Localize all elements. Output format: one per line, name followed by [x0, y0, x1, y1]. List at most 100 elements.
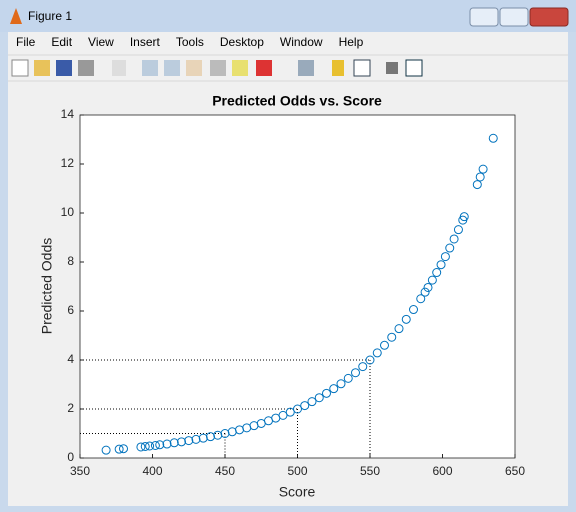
tool-pan[interactable] — [186, 60, 202, 76]
menu-item[interactable]: File — [16, 35, 36, 49]
scatter-point — [365, 355, 375, 365]
scatter-point — [440, 252, 450, 262]
chart-title: Predicted Odds vs. Score — [212, 93, 382, 109]
y-tick-label: 2 — [67, 401, 74, 415]
scatter-point — [478, 164, 488, 174]
tool-open[interactable] — [34, 60, 50, 76]
scatter-point — [475, 172, 485, 182]
scatter-point — [114, 444, 124, 454]
scatter-point — [436, 260, 446, 270]
y-tick-label: 4 — [67, 352, 74, 366]
toolbar — [11, 59, 423, 77]
scatter-point — [401, 314, 411, 324]
y-tick-label: 14 — [61, 107, 75, 121]
tool-rotate[interactable] — [210, 60, 226, 76]
scatter-point — [322, 388, 331, 398]
scatter-point — [101, 445, 111, 455]
x-tick-label: 500 — [287, 464, 307, 478]
tool-brush[interactable] — [256, 60, 272, 76]
x-tick-label: 650 — [505, 464, 525, 478]
y-tick-label: 6 — [67, 303, 74, 317]
tool-zoom-out[interactable] — [164, 60, 180, 76]
x-axis-label: Score — [279, 484, 316, 500]
x-tick-label: 400 — [142, 464, 162, 478]
x-tick-label: 550 — [360, 464, 380, 478]
scatter-point — [119, 444, 128, 454]
scatter-point — [488, 133, 498, 143]
maximize-button[interactable] — [499, 7, 529, 27]
y-axis-label: Predicted Odds — [39, 238, 55, 335]
scatter-point — [285, 407, 295, 417]
scatter-point — [416, 294, 426, 304]
tool-new[interactable] — [11, 59, 29, 77]
scatter-point — [184, 436, 194, 446]
y-tick-label: 12 — [61, 156, 75, 170]
scatter-point — [420, 287, 430, 297]
tool-legend[interactable] — [353, 59, 371, 77]
scatter-point — [372, 348, 382, 358]
menu-item[interactable]: View — [88, 35, 114, 49]
menu-item[interactable]: Help — [339, 35, 364, 49]
menu-item[interactable]: Edit — [51, 35, 72, 49]
scatter-point — [358, 362, 368, 372]
tool-datacursor[interactable] — [232, 60, 248, 76]
tool-link[interactable] — [298, 60, 314, 76]
scatter-point — [445, 243, 455, 253]
scatter-point — [136, 442, 146, 452]
x-tick-label: 350 — [70, 464, 90, 478]
scatter-point — [427, 275, 437, 285]
tool-select[interactable] — [112, 60, 126, 76]
scatter-point — [351, 368, 360, 378]
x-tick-label: 600 — [432, 464, 452, 478]
scatter-point — [472, 180, 482, 190]
tool-print[interactable] — [78, 60, 94, 76]
tool-show[interactable] — [405, 59, 423, 77]
scatter-point — [449, 234, 459, 244]
close-button[interactable] — [529, 7, 569, 27]
y-tick-label: 8 — [67, 254, 74, 268]
x-tick-label: 450 — [215, 464, 235, 478]
tool-save[interactable] — [56, 60, 72, 76]
menu-item[interactable]: Window — [280, 35, 323, 49]
menu-item[interactable]: Desktop — [220, 35, 264, 49]
tool-zoom-in[interactable] — [142, 60, 158, 76]
scatter-point — [307, 397, 317, 407]
menu-item[interactable]: Tools — [176, 35, 204, 49]
scatter-point — [150, 441, 160, 451]
scatter-point — [314, 393, 324, 403]
scatter-point — [145, 441, 155, 451]
app-icon — [10, 8, 22, 24]
scatter-point — [343, 373, 353, 383]
scatter-point — [278, 410, 288, 420]
scatter-point — [453, 225, 463, 235]
y-tick-label: 10 — [61, 205, 75, 219]
tool-colorbar[interactable] — [332, 60, 344, 76]
minimize-button[interactable] — [469, 7, 499, 27]
scatter-point — [162, 439, 172, 449]
menu-item[interactable]: Insert — [130, 35, 161, 49]
scatter-point — [206, 432, 215, 442]
scatter-point — [293, 404, 302, 414]
scatter-point — [177, 437, 186, 447]
scatter-point — [336, 379, 346, 389]
scatter-point — [191, 434, 201, 444]
scatter-point — [394, 324, 404, 334]
scatter-point — [409, 305, 418, 315]
scatter-point — [459, 212, 469, 222]
scatter-point — [169, 438, 179, 448]
scatter-point — [155, 440, 165, 450]
scatter-point — [423, 282, 433, 292]
scatter-point — [432, 268, 442, 278]
y-tick-label: 0 — [67, 450, 74, 464]
scatter-point — [329, 384, 339, 394]
tool-hide[interactable] — [386, 62, 398, 74]
window-title: Figure 1 — [28, 9, 72, 23]
scatter-point — [198, 433, 208, 443]
scatter-point — [300, 401, 310, 411]
scatter-point — [380, 340, 389, 350]
scatter-point — [140, 441, 150, 451]
plot-area — [80, 115, 515, 458]
scatter-point — [387, 332, 397, 342]
